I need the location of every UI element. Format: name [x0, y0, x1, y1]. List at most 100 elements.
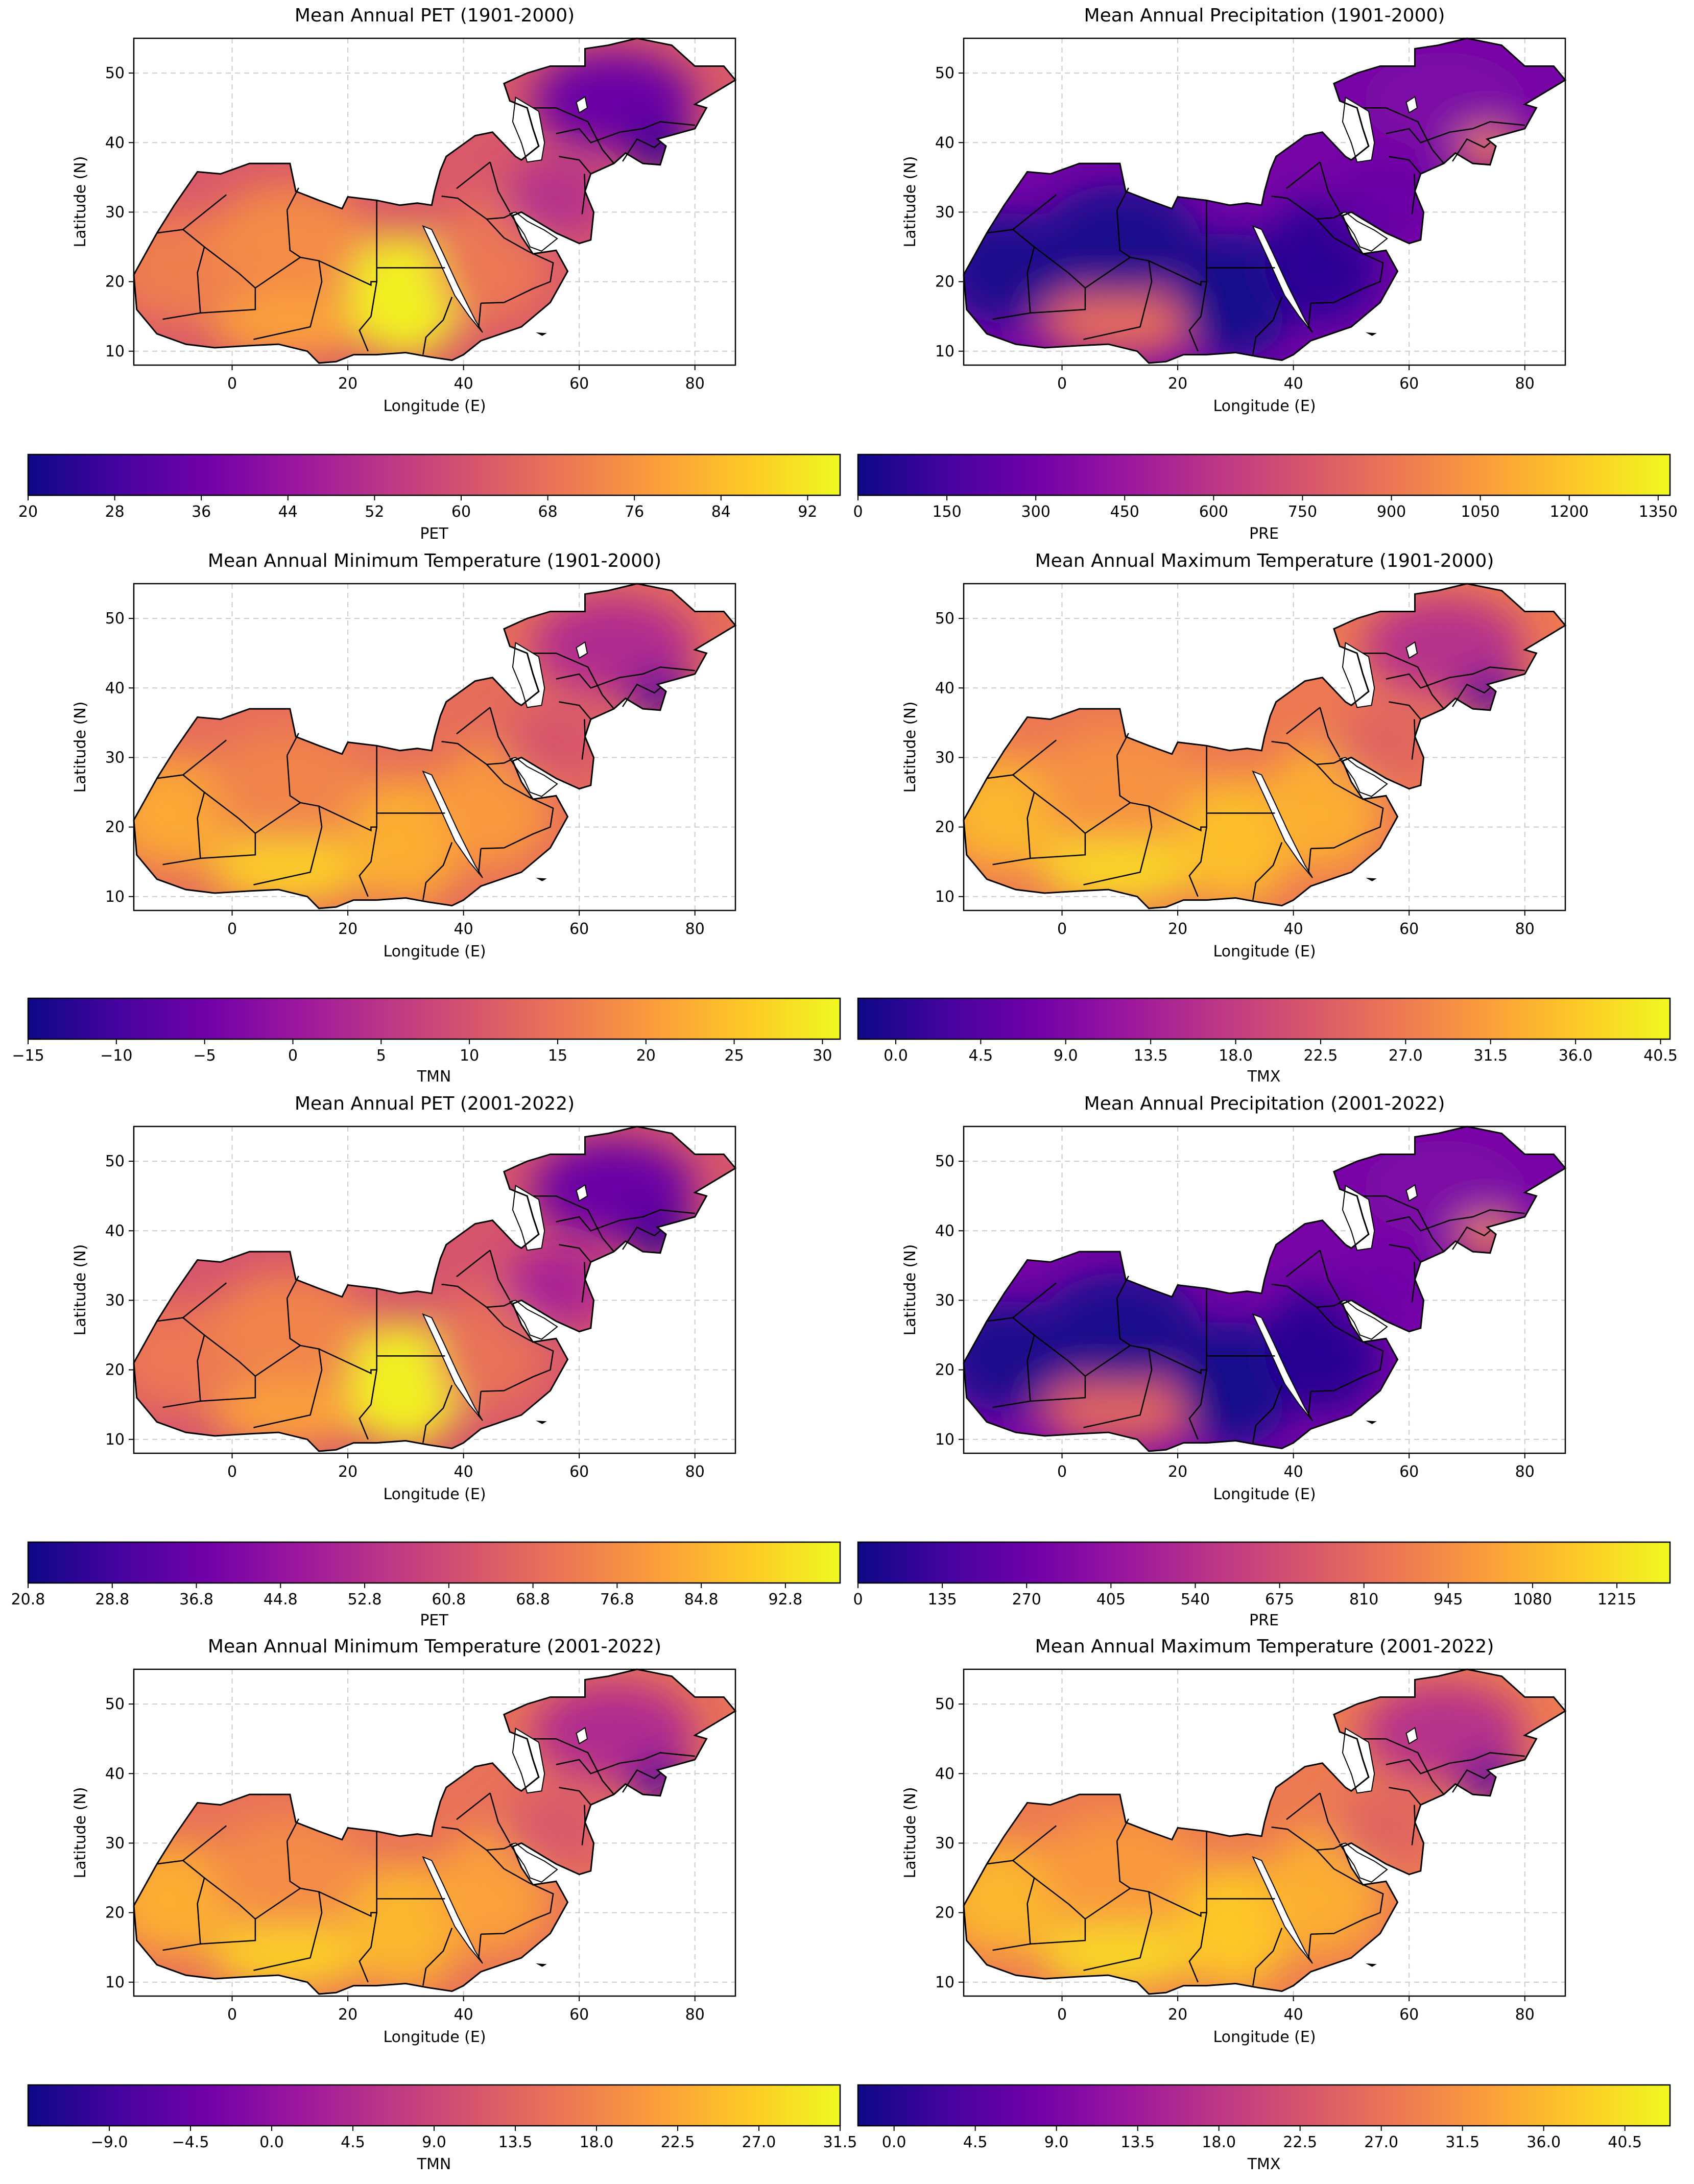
field-region-central-asia [1363, 1140, 1525, 1238]
y-tick-label: 40 [105, 134, 125, 152]
y-tick-label: 30 [935, 203, 955, 221]
axes-frame [963, 1668, 1566, 1997]
country-border [1252, 1385, 1283, 1443]
map-panel: Mean Annual Precipitation (2001-2022) 0 20… [853, 1093, 1671, 1629]
x-tick-label: 20 [338, 1463, 357, 1481]
y-tick-label: 40 [105, 1222, 125, 1240]
x-tick-label: 80 [685, 920, 705, 938]
colorbar-tick-label: 1200 [1550, 503, 1589, 521]
country-border [318, 1348, 378, 1440]
y-tick-label: 20 [935, 273, 955, 291]
country-border [1083, 1345, 1153, 1428]
country-border [992, 1317, 1035, 1408]
x-axis-label: Longitude (E) [383, 943, 486, 961]
country-border [1116, 1298, 1131, 1346]
country-border [992, 774, 1035, 866]
map-panel: Mean Annual Minimum Temperature (2001-20… [27, 1636, 857, 2173]
colorbar-tick-label: 22.5 [1304, 1047, 1338, 1065]
colorbar-tick-label: −5 [194, 1047, 216, 1065]
colorbar-label: PET [420, 525, 448, 543]
country-border [1083, 1887, 1153, 1971]
x-axis-label: Longitude (E) [383, 397, 486, 415]
colorbar-label: PRE [1249, 1612, 1279, 1629]
y-tick-label: 20 [105, 273, 125, 291]
colorbar-tick-label: 810 [1349, 1591, 1378, 1609]
panel-title: Mean Annual PET (1901-2000) [295, 5, 575, 26]
country-border [1307, 848, 1311, 874]
x-tick-label: 80 [1515, 1463, 1535, 1481]
country-border [622, 138, 661, 162]
colorbar-tick-label: 52 [365, 503, 384, 521]
coastline [963, 37, 1567, 364]
colorbar [27, 997, 841, 1040]
panel-title: Mean Annual Minimum Temperature (1901-20… [208, 550, 661, 571]
country-border [556, 666, 695, 689]
country-border [1116, 210, 1131, 258]
colorbar-tick-label: 25 [725, 1047, 744, 1065]
colorbar-tick-label: −10 [100, 1047, 132, 1065]
colorbar-tick-label: 68.8 [516, 1591, 550, 1609]
country-border [559, 701, 591, 720]
country-border [1389, 701, 1421, 720]
coastline [133, 1125, 737, 1452]
colorbar-tick-label: 9.0 [1054, 1047, 1078, 1065]
colorbar-tick-label: 1215 [1597, 1591, 1636, 1609]
colorbar-tick-label: −9.0 [91, 2133, 128, 2151]
colorbar-label: PET [420, 1612, 448, 1629]
coastline [133, 583, 737, 909]
colorbar-tick-label: 22.5 [661, 2133, 695, 2151]
y-tick-label: 10 [935, 888, 955, 906]
y-tick-label: 30 [105, 1834, 125, 1852]
colorbar-tick-label: 15 [548, 1047, 567, 1065]
y-tick-label: 40 [935, 134, 955, 152]
colorbar [857, 453, 1671, 496]
country-border [559, 1244, 591, 1263]
colorbar-tick-label: 9.0 [422, 2133, 446, 2151]
y-axis-label: Latitude (N) [71, 702, 89, 793]
colorbar [27, 453, 841, 496]
x-tick-label: 0 [1057, 2006, 1067, 2024]
country-border [286, 1298, 301, 1346]
socotra-island [536, 332, 547, 336]
field-region-central-asia [533, 1683, 695, 1781]
country-border [162, 1860, 205, 1951]
field-region-sahel [209, 834, 371, 904]
colorbar-tick-label: 1050 [1461, 503, 1499, 521]
country-border [1319, 162, 1341, 213]
caspian-sea [512, 642, 545, 708]
x-tick-label: 40 [1284, 375, 1303, 393]
y-tick-label: 50 [935, 1695, 955, 1713]
field-region-sahara [1039, 1272, 1201, 1384]
x-tick-label: 40 [454, 1463, 473, 1481]
coastline [963, 1668, 1567, 1995]
country-border [489, 1250, 511, 1301]
country-border [622, 1769, 661, 1793]
axes-frame [133, 37, 736, 366]
y-axis-label: Latitude (N) [71, 1244, 89, 1336]
y-tick-label: 50 [105, 1153, 125, 1170]
field-blobs [134, 597, 695, 904]
country-border [478, 1391, 482, 1417]
colorbar-label: TMN [417, 2155, 451, 2173]
country-border [318, 260, 378, 352]
axes-frame [963, 583, 1566, 911]
country-border [162, 1317, 205, 1408]
x-tick-label: 60 [569, 1463, 589, 1481]
colorbar-tick-label: 0 [288, 1047, 298, 1065]
colorbar-tick-label: 450 [1110, 503, 1139, 521]
colorbar-tick-label: 36.8 [179, 1591, 213, 1609]
map-panel: Mean Annual Minimum Temperature (1901-20… [12, 550, 841, 1086]
map-panel: Mean Annual Maximum Temperature (1901-20… [857, 550, 1678, 1086]
aral-sea [576, 1184, 588, 1202]
caspian-sea [512, 1185, 545, 1251]
x-tick-label: 80 [1515, 375, 1535, 393]
colorbar-tick-label: 92 [798, 503, 817, 521]
land-field [964, 1126, 1565, 1451]
colorbar-tick-label: 36.0 [1526, 2133, 1561, 2151]
country-border [422, 842, 453, 900]
country-border [533, 652, 615, 709]
colorbar-tick-label: 13.5 [1120, 2133, 1155, 2151]
colorbar-tick-label: 20 [636, 1047, 656, 1065]
colorbar-tick-label: 22.5 [1283, 2133, 1317, 2151]
country-border [1386, 1752, 1525, 1774]
